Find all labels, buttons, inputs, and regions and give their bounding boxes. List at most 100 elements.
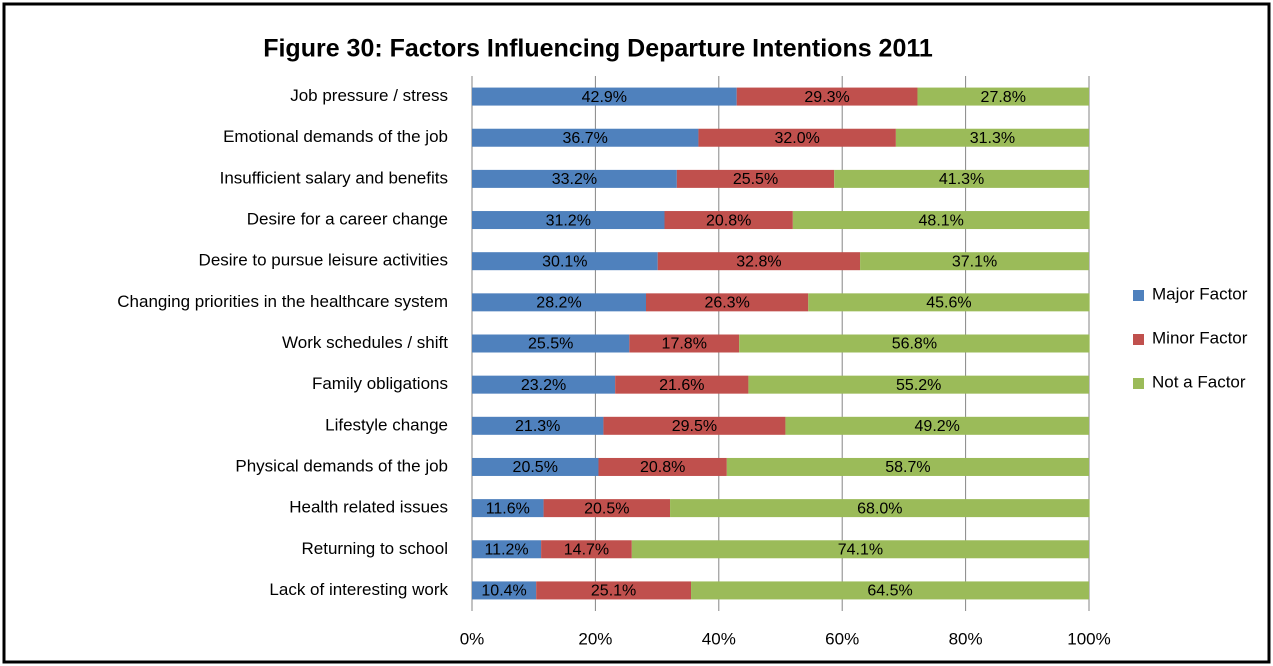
bar-segment	[739, 334, 1090, 353]
bar-segment	[748, 375, 1089, 394]
data-label: 55.2%	[896, 377, 941, 394]
y-tick-label: Lack of interesting work	[269, 580, 448, 599]
bar-segment	[670, 499, 1090, 518]
data-label: 11.6%	[486, 500, 530, 517]
bar-segment	[629, 334, 740, 353]
data-label: 31.3%	[970, 130, 1015, 147]
legend-label: Major Factor	[1152, 284, 1248, 303]
legend-label: Minor Factor	[1152, 328, 1248, 347]
bar-segment	[860, 252, 1089, 271]
bar-segment	[785, 416, 1089, 435]
x-tick-label: 20%	[578, 629, 612, 648]
data-label: 25.1%	[591, 583, 636, 600]
bar-segment	[676, 169, 835, 188]
data-label: 25.5%	[528, 336, 573, 353]
bar-segment	[664, 211, 793, 230]
y-tick-label: Desire for a career change	[247, 210, 448, 229]
data-label: 29.3%	[804, 89, 849, 106]
data-label: 74.1%	[838, 541, 883, 558]
bar-segment	[834, 169, 1089, 188]
bar-segment	[472, 375, 616, 394]
data-label: 48.1%	[919, 212, 964, 229]
data-label: 33.2%	[552, 171, 597, 188]
bar-segment	[472, 293, 646, 312]
data-label: 41.3%	[939, 171, 984, 188]
bar-segment	[736, 87, 918, 106]
bar-segment	[472, 499, 544, 518]
y-tick-label: Desire to pursue leisure activities	[199, 251, 448, 270]
data-label: 21.3%	[515, 418, 560, 435]
bar-segment	[543, 499, 671, 518]
bar-segment	[657, 252, 861, 271]
data-label: 10.4%	[481, 583, 526, 600]
bar-segment	[472, 457, 599, 476]
data-label: 28.2%	[536, 295, 581, 312]
y-tick-label: Job pressure / stress	[290, 86, 448, 105]
bar-segment	[472, 540, 542, 559]
bar-segment	[472, 169, 677, 188]
bar-segment	[698, 128, 896, 147]
x-tick-label: 0%	[460, 629, 485, 648]
data-label: 23.2%	[521, 377, 566, 394]
data-label: 32.0%	[774, 130, 819, 147]
bar-segment	[472, 334, 630, 353]
bar-segment	[691, 581, 1089, 600]
data-label: 20.5%	[513, 459, 558, 476]
data-label: 21.6%	[659, 377, 704, 394]
bar-segment	[615, 375, 749, 394]
bar-segment	[472, 128, 699, 147]
data-label: 32.8%	[736, 253, 781, 270]
legend-swatch	[1133, 378, 1144, 389]
y-tick-label: Physical demands of the job	[235, 456, 448, 475]
legend-swatch	[1133, 290, 1144, 301]
y-tick-label: Insufficient salary and benefits	[220, 168, 448, 187]
y-tick-label: Changing priorities in the healthcare sy…	[117, 292, 448, 311]
bar-segment	[472, 211, 665, 230]
bar-segment	[895, 128, 1089, 147]
bar-segment	[541, 540, 632, 559]
data-label: 20.8%	[706, 212, 751, 229]
y-tick-label: Lifestyle change	[325, 415, 448, 434]
data-label: 68.0%	[857, 500, 902, 517]
bar-segment	[472, 252, 658, 271]
data-label: 11.2%	[484, 541, 528, 558]
data-label: 56.8%	[892, 336, 937, 353]
bar-segment	[631, 540, 1089, 559]
legend-label: Not a Factor	[1152, 372, 1246, 391]
x-tick-label: 60%	[825, 629, 859, 648]
data-label: 36.7%	[563, 130, 608, 147]
bar-segment	[792, 211, 1090, 230]
bar-segment	[598, 457, 727, 476]
data-label: 26.3%	[704, 295, 749, 312]
data-label: 29.5%	[672, 418, 717, 435]
bar-segment	[603, 416, 786, 435]
data-label: 49.2%	[915, 418, 960, 435]
bar-segment	[645, 293, 809, 312]
data-label: 14.7%	[564, 541, 609, 558]
data-label: 45.6%	[926, 295, 971, 312]
chart-title: Figure 30: Factors Influencing Departure…	[263, 35, 933, 63]
bar-segment	[472, 581, 537, 600]
data-label: 31.2%	[546, 212, 591, 229]
data-label: 17.8%	[662, 336, 707, 353]
x-tick-label: 100%	[1067, 629, 1110, 648]
data-label: 25.5%	[733, 171, 778, 188]
y-tick-label: Work schedules / shift	[282, 333, 448, 352]
x-tick-label: 40%	[702, 629, 736, 648]
bar-segment	[472, 416, 604, 435]
y-tick-label: Family obligations	[312, 374, 448, 393]
legend-swatch	[1133, 334, 1144, 345]
data-label: 42.9%	[582, 89, 627, 106]
data-label: 58.7%	[885, 459, 930, 476]
bar-segment	[472, 87, 737, 106]
bar-segment	[726, 457, 1089, 476]
data-label: 20.5%	[584, 500, 629, 517]
data-label: 64.5%	[867, 583, 912, 600]
data-label: 20.8%	[640, 459, 685, 476]
bar-segment	[917, 87, 1089, 106]
x-tick-label: 80%	[949, 629, 983, 648]
data-label: 30.1%	[542, 253, 587, 270]
data-label: 27.8%	[981, 89, 1026, 106]
y-tick-label: Health related issues	[289, 498, 448, 517]
